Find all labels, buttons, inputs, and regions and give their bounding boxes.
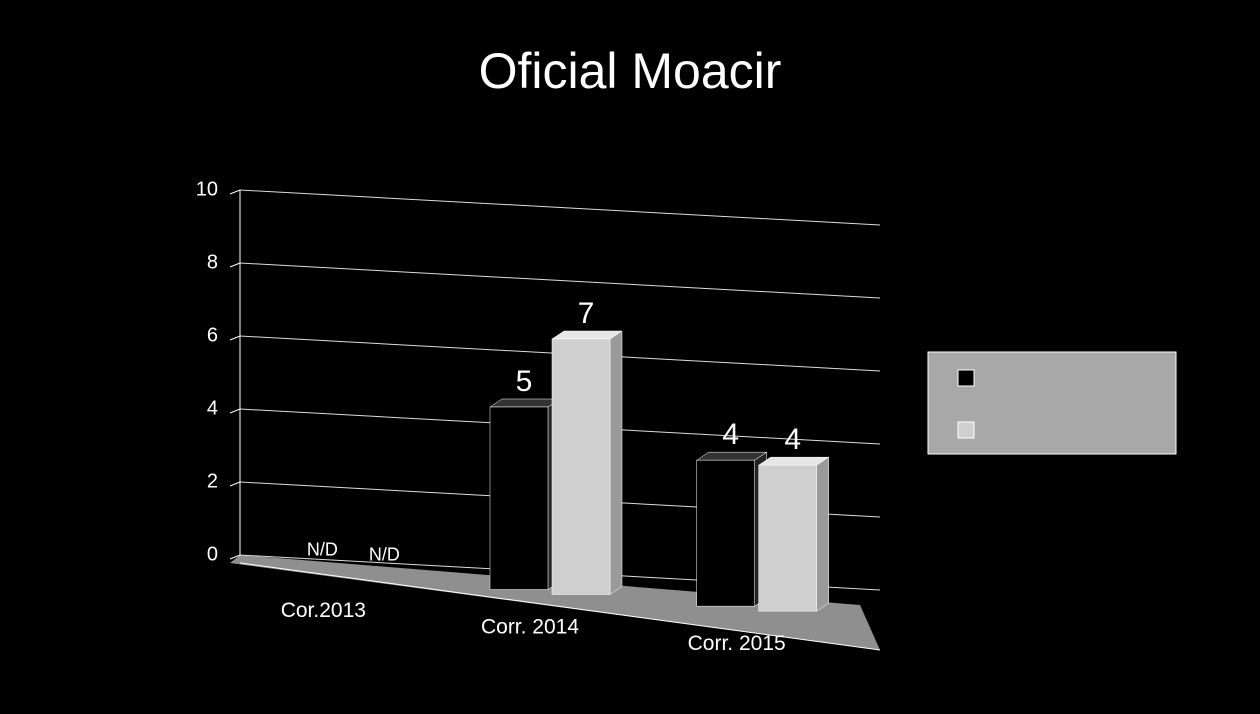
tick-mark xyxy=(229,189,241,195)
floor xyxy=(230,555,880,650)
y-tick-label: 8 xyxy=(207,251,218,273)
grid-line xyxy=(239,262,881,299)
data-label: 4 xyxy=(722,418,739,451)
tick-mark xyxy=(229,335,241,341)
x-axis xyxy=(239,562,881,651)
data-label: N/D xyxy=(369,545,400,565)
tick-mark xyxy=(229,262,241,268)
tick-mark xyxy=(229,481,241,487)
x-tick-label: Cor.2013 xyxy=(281,599,366,622)
x-tick-label: Corr. 2015 xyxy=(688,632,786,655)
bar xyxy=(695,451,768,607)
data-label: 7 xyxy=(578,297,595,330)
legend-box xyxy=(927,351,1177,455)
bar xyxy=(757,456,830,612)
y-tick-label: 10 xyxy=(196,178,218,200)
legend-swatch xyxy=(957,369,975,387)
x-tick-label: Corr. 2014 xyxy=(481,616,579,639)
tick-mark xyxy=(229,554,241,560)
grid-line xyxy=(239,189,881,226)
data-label: 5 xyxy=(516,365,533,398)
y-tick-label: 0 xyxy=(207,543,218,565)
tick-mark xyxy=(229,408,241,414)
y-tick-label: 4 xyxy=(207,397,218,419)
y-tick-label: 2 xyxy=(207,470,218,492)
y-tick-label: 6 xyxy=(207,324,218,346)
data-label: 4 xyxy=(784,423,801,456)
chart-title: Oficial Moacir xyxy=(479,43,782,99)
bar xyxy=(551,330,623,595)
bar xyxy=(489,398,561,590)
legend-swatch xyxy=(957,421,975,439)
data-label: N/D xyxy=(307,540,338,560)
